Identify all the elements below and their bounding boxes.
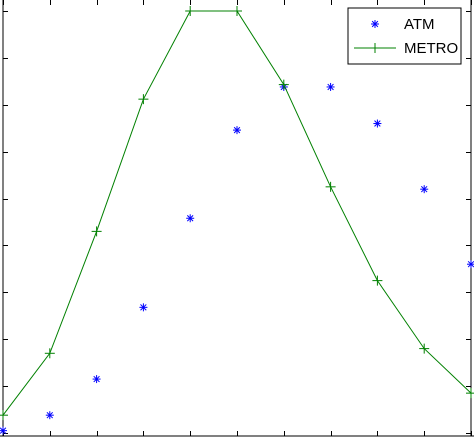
data-point-atm xyxy=(420,185,429,194)
data-point-metro xyxy=(232,6,242,16)
data-point-metro xyxy=(0,410,8,421)
series-atm xyxy=(0,82,474,435)
data-point-atm xyxy=(45,411,54,420)
legend-label-atm: ATM xyxy=(404,16,435,33)
series-line-metro xyxy=(2,10,472,416)
data-point-metro xyxy=(325,181,336,192)
data-point-metro xyxy=(91,226,102,237)
legend-entry-metro: METRO xyxy=(354,40,458,57)
data-point-metro xyxy=(466,388,474,399)
data-point-metro xyxy=(185,6,196,16)
legend: ATM METRO xyxy=(347,7,462,65)
data-point-atm xyxy=(186,214,195,223)
plot-area xyxy=(0,6,474,435)
data-point-atm xyxy=(233,126,241,135)
data-point-metro xyxy=(278,79,289,90)
legend-box xyxy=(347,7,462,65)
data-point-atm xyxy=(0,426,7,435)
legend-entry-atm: ATM xyxy=(371,16,435,33)
data-point-atm xyxy=(326,82,335,91)
data-point-atm xyxy=(139,303,148,312)
data-point-metro xyxy=(419,343,430,354)
data-point-metro xyxy=(372,275,383,286)
data-point-atm xyxy=(92,375,101,384)
data-point-atm xyxy=(467,260,474,269)
data-point-metro xyxy=(138,94,149,105)
data-point-atm xyxy=(373,119,382,128)
data-point-metro xyxy=(44,348,55,359)
legend-label-metro: METRO xyxy=(404,40,458,57)
series-metro xyxy=(0,6,474,421)
